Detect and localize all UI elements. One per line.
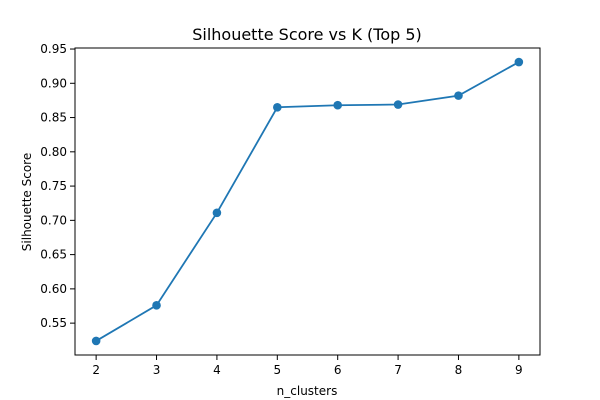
- y-tick-label: 0.60: [40, 282, 67, 296]
- y-tick-label: 0.85: [40, 111, 67, 125]
- y-tick-label: 0.95: [40, 42, 67, 56]
- y-tick-label: 0.80: [40, 145, 67, 159]
- y-tick-label: 0.70: [40, 213, 67, 227]
- data-point: [333, 100, 342, 110]
- data-point: [454, 91, 463, 100]
- data-point: [91, 336, 101, 346]
- y-axis-label: Silhouette Score: [20, 153, 34, 251]
- series-line: [95, 61, 520, 342]
- x-tick-label: 4: [213, 363, 221, 377]
- plot-area: 2 3 4 5 6 7 8 9 0.55 0.60 0.65 0.70 0.75 0.80 0.85 0.9…: [40, 42, 541, 377]
- data-point: [273, 102, 282, 112]
- x-tick-label: 9: [515, 363, 523, 377]
- data-point: [152, 301, 161, 310]
- data-point: [393, 100, 403, 109]
- y-tick-label: 0.55: [40, 316, 67, 330]
- x-tick-label: 5: [273, 363, 281, 377]
- y-tick-label: 0.90: [40, 76, 67, 90]
- data-point: [514, 57, 524, 67]
- plot-frame: [74, 47, 541, 356]
- y-tick-label: 0.75: [40, 179, 67, 193]
- x-axis: 2 3 4 5 6 7 8 9: [92, 355, 523, 377]
- y-axis: 0.55 0.60 0.65 0.70 0.75 0.80 0.85 0.90 0.95: [40, 42, 75, 330]
- x-tick-label: 6: [334, 363, 342, 377]
- data-point: [212, 208, 222, 218]
- x-tick-label: 3: [153, 363, 161, 377]
- x-tick-label: 2: [92, 363, 100, 377]
- x-tick-label: 8: [455, 363, 463, 377]
- series-layer: [91, 57, 524, 346]
- x-tick-label: 7: [394, 363, 402, 377]
- y-tick-label: 0.65: [40, 248, 67, 262]
- x-axis-label: n_clusters: [277, 384, 338, 398]
- chart-title: Silhouette Score vs K (Top 5): [192, 25, 422, 44]
